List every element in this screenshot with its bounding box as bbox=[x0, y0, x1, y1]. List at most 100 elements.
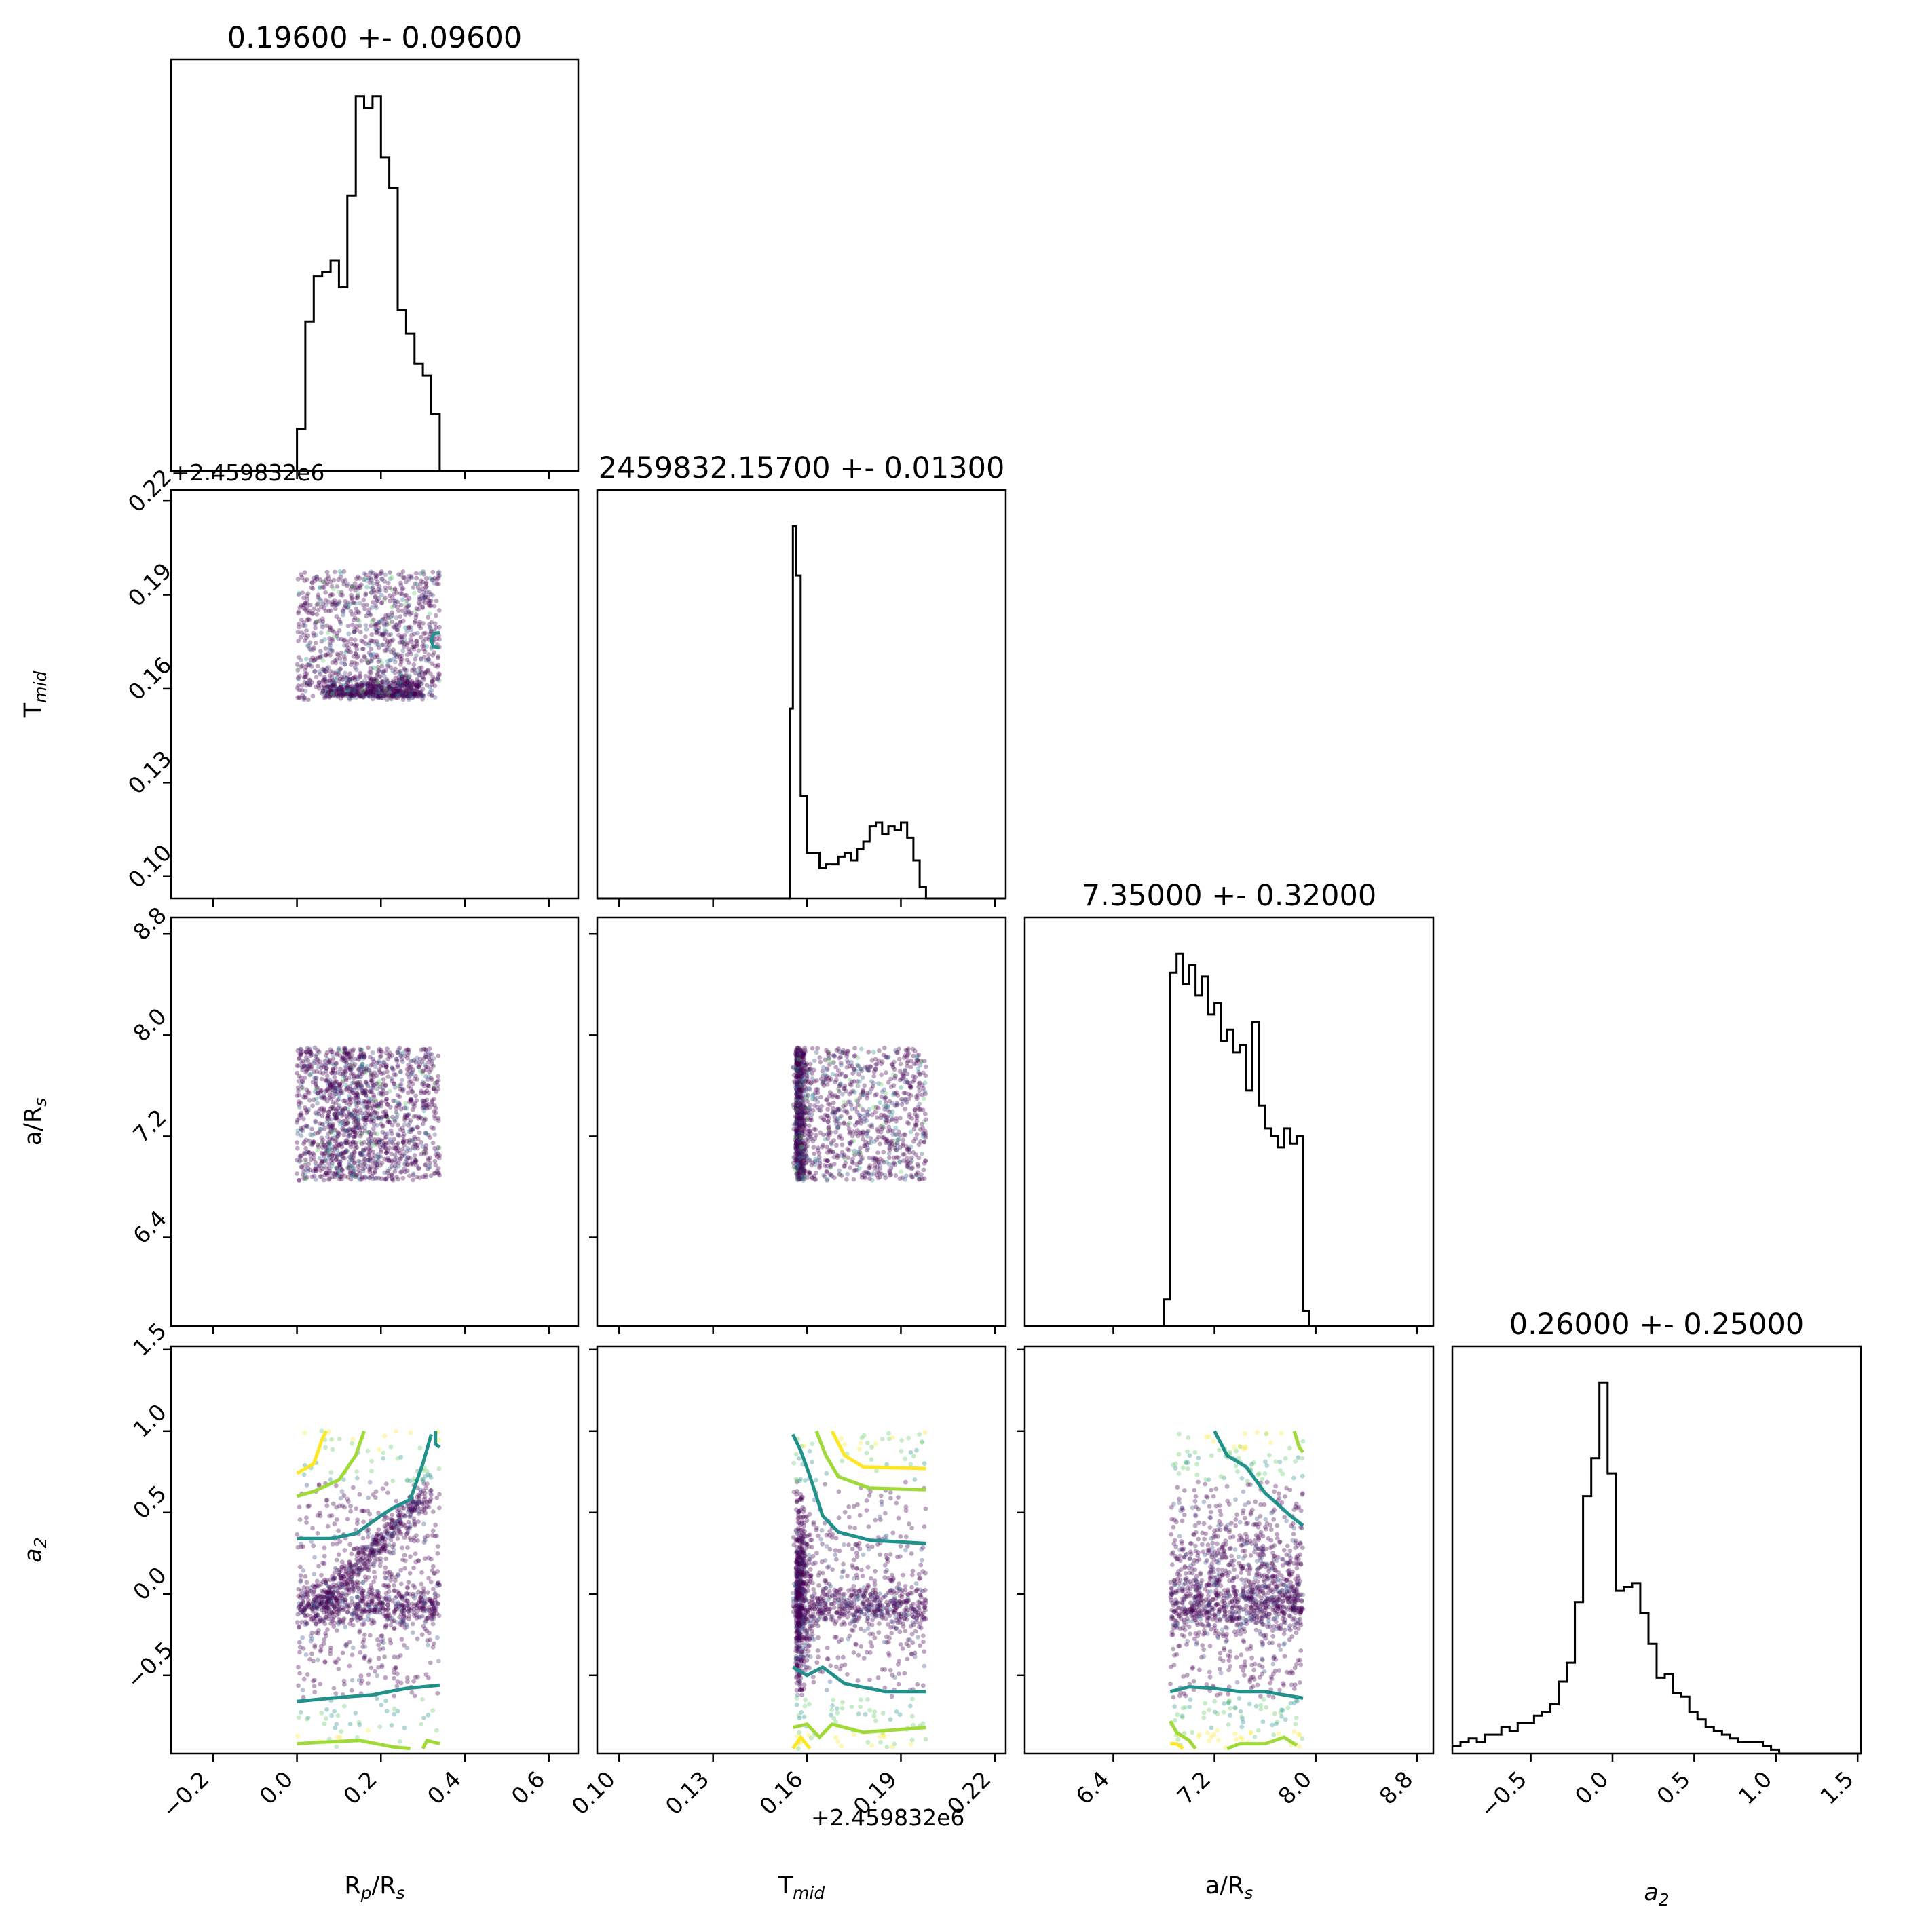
scatter-point bbox=[393, 622, 398, 628]
scatter-point bbox=[421, 1521, 426, 1527]
scatter-point bbox=[417, 594, 422, 600]
scatter-point bbox=[369, 687, 375, 692]
scatter-point bbox=[354, 584, 360, 590]
scatter-point bbox=[815, 1099, 821, 1105]
scatter-point bbox=[307, 662, 312, 668]
scatter-point bbox=[329, 647, 334, 653]
scatter-point bbox=[363, 692, 369, 697]
scatter-point bbox=[890, 1101, 894, 1105]
scatter-point bbox=[337, 1437, 342, 1441]
scatter-point bbox=[420, 580, 426, 584]
scatter-point bbox=[300, 590, 305, 595]
scatter-point bbox=[395, 693, 400, 698]
scatter-point bbox=[397, 689, 402, 694]
scatter-point bbox=[369, 569, 374, 574]
scatter-point bbox=[337, 667, 343, 673]
scatter-point bbox=[336, 636, 341, 641]
scatter-point bbox=[377, 631, 382, 637]
scatter-point bbox=[897, 1133, 903, 1138]
scatter-point bbox=[398, 678, 403, 683]
scatter-point bbox=[379, 601, 384, 606]
scatter-point bbox=[367, 1479, 373, 1485]
scatter-point bbox=[385, 639, 391, 644]
scatter-point bbox=[409, 681, 415, 685]
scatter-point bbox=[337, 685, 343, 691]
scatter-point bbox=[341, 638, 347, 643]
scatter-point bbox=[388, 632, 394, 637]
scatter-point bbox=[808, 1116, 814, 1121]
scatter-point bbox=[426, 652, 432, 658]
scatter-point bbox=[364, 584, 369, 590]
scatter-point bbox=[436, 1118, 441, 1123]
scatter-point bbox=[407, 573, 412, 579]
scatter-point bbox=[377, 1054, 383, 1059]
scatter-point bbox=[395, 627, 400, 632]
scatter-point bbox=[305, 591, 311, 596]
scatter-point bbox=[393, 666, 398, 672]
scatter-point bbox=[377, 658, 383, 663]
scatter-point bbox=[345, 680, 350, 685]
scatter-point bbox=[354, 624, 359, 629]
scatter-point bbox=[334, 657, 339, 662]
scatter-point bbox=[860, 1156, 865, 1161]
scatter-point bbox=[315, 664, 320, 669]
scatter-point bbox=[923, 1117, 928, 1122]
scatter-point bbox=[410, 1621, 415, 1627]
scatter-point bbox=[405, 1145, 411, 1151]
scatter-point bbox=[418, 626, 423, 631]
scatter-point bbox=[392, 1152, 398, 1158]
scatter-point bbox=[387, 585, 392, 590]
scatter-point bbox=[424, 683, 430, 688]
scatter-point bbox=[373, 624, 378, 628]
scatter-point bbox=[402, 1117, 407, 1122]
scatter-point bbox=[399, 1154, 404, 1158]
scatter-point bbox=[353, 651, 358, 656]
scatter-point bbox=[903, 1106, 907, 1112]
scatter-point bbox=[342, 662, 347, 667]
scatter-point bbox=[901, 1074, 907, 1079]
scatter-point bbox=[327, 1141, 333, 1146]
scatter-point bbox=[417, 1130, 422, 1135]
scatter-point bbox=[396, 688, 401, 693]
scatter-point bbox=[907, 1112, 912, 1117]
scatter-point bbox=[391, 647, 396, 652]
scatter-point bbox=[316, 680, 322, 685]
scatter-point bbox=[392, 652, 398, 658]
scatter-point bbox=[341, 612, 345, 618]
scatter-point bbox=[416, 607, 421, 612]
scatter-point bbox=[348, 694, 353, 698]
scatter-point bbox=[358, 684, 363, 689]
scatter-point bbox=[359, 582, 364, 587]
scatter-point bbox=[384, 620, 390, 625]
scatter-point bbox=[410, 690, 415, 696]
scatter-point bbox=[353, 689, 358, 694]
scatter-point bbox=[373, 574, 379, 579]
scatter-point bbox=[335, 693, 341, 698]
scatter-point bbox=[399, 674, 404, 679]
scatter-point bbox=[396, 677, 402, 683]
scatter-point bbox=[351, 687, 356, 692]
scatter-point bbox=[331, 577, 337, 583]
scatter-point bbox=[364, 685, 369, 691]
scatter-cloud-2-1 bbox=[791, 1045, 928, 1183]
scatter-point bbox=[428, 626, 434, 631]
scatter-point bbox=[336, 687, 341, 692]
scatter-point bbox=[404, 679, 410, 685]
scatter-point bbox=[856, 1072, 862, 1077]
scatter-point bbox=[390, 605, 395, 610]
scatter-point bbox=[352, 660, 358, 666]
scatter-point bbox=[354, 683, 360, 688]
scatter-point bbox=[402, 681, 408, 687]
scatter-point bbox=[400, 690, 405, 695]
scatter-point bbox=[310, 655, 315, 660]
scatter-point bbox=[327, 1146, 332, 1152]
scatter-point bbox=[355, 618, 360, 622]
scatter-point bbox=[430, 1140, 436, 1145]
scatter-point bbox=[347, 1084, 353, 1089]
scatter-point bbox=[381, 632, 387, 637]
scatter-point bbox=[419, 689, 423, 695]
scatter-point bbox=[324, 569, 330, 575]
scatter-point bbox=[343, 1625, 348, 1629]
scatter-point bbox=[324, 684, 330, 689]
scatter-point bbox=[299, 1110, 304, 1116]
